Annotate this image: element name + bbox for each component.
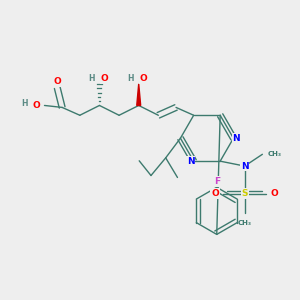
Text: N: N [187,157,194,166]
Text: CH₃: CH₃ [267,151,281,157]
Polygon shape [137,84,141,106]
Text: O: O [270,189,278,198]
Text: O: O [53,77,61,86]
Text: O: O [33,101,41,110]
Text: O: O [140,74,148,83]
Text: S: S [242,189,248,198]
Text: H: H [88,74,95,83]
Text: N: N [241,162,248,171]
Text: O: O [212,189,219,198]
Text: N: N [232,134,240,143]
Text: F: F [214,177,220,186]
Text: H: H [128,74,134,83]
Text: H: H [22,99,28,108]
Text: CH₃: CH₃ [238,220,252,226]
Text: O: O [100,74,108,83]
